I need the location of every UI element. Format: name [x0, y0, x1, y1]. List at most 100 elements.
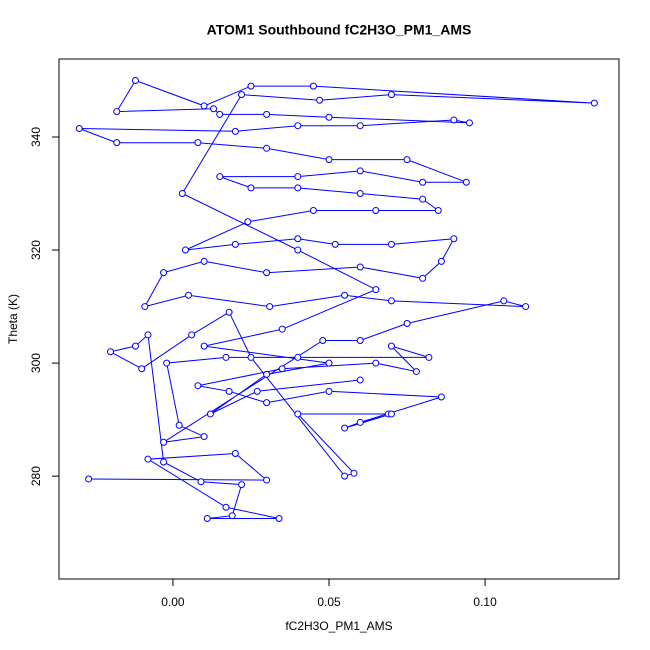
data-point	[231, 240, 239, 248]
data-point	[316, 96, 324, 104]
data-point	[412, 368, 420, 376]
data-point	[247, 184, 255, 192]
data-point	[206, 410, 214, 418]
data-point	[238, 481, 246, 489]
data-point	[331, 240, 339, 248]
data-point	[356, 336, 364, 344]
data-point	[200, 433, 208, 441]
data-point	[419, 178, 427, 186]
data-point	[350, 469, 358, 477]
data-point	[263, 476, 271, 484]
data-point	[278, 365, 286, 373]
data-point	[185, 291, 193, 299]
data-point	[197, 478, 205, 486]
data-point	[387, 240, 395, 248]
data-point	[113, 139, 121, 147]
data-point	[356, 263, 364, 271]
data-point	[225, 387, 233, 395]
plot-frame	[58, 58, 620, 580]
data-point	[144, 455, 152, 463]
data-point	[238, 91, 246, 99]
data-point	[419, 195, 427, 203]
data-point	[163, 359, 171, 367]
data-point	[372, 206, 380, 214]
data-point	[325, 113, 333, 121]
data-point	[266, 303, 274, 311]
data-point	[244, 218, 252, 226]
data-point	[450, 116, 458, 124]
data-point	[263, 370, 271, 378]
data-point	[263, 269, 271, 277]
data-point	[294, 246, 302, 254]
data-point	[216, 173, 224, 181]
data-point	[228, 512, 236, 520]
data-point	[294, 410, 302, 418]
y-tick-label: 300	[29, 353, 43, 373]
x-tick-label: 0.00	[161, 595, 185, 609]
data-point	[437, 393, 445, 401]
data-point	[107, 348, 115, 356]
data-point	[160, 269, 168, 277]
data-point	[200, 257, 208, 265]
data-point	[194, 382, 202, 390]
data-point	[160, 458, 168, 466]
data-point	[325, 156, 333, 164]
data-point	[425, 353, 433, 361]
data-point	[263, 144, 271, 152]
data-point	[387, 91, 395, 99]
data-point	[465, 119, 473, 127]
data-point	[294, 235, 302, 243]
data-point	[138, 365, 146, 373]
data-point	[160, 438, 168, 446]
data-point	[222, 503, 230, 511]
data-point	[325, 387, 333, 395]
data-point	[144, 331, 152, 339]
data-point	[590, 99, 598, 107]
data-point	[131, 342, 139, 350]
data-point	[309, 206, 317, 214]
data-point	[450, 235, 458, 243]
data-point	[341, 291, 349, 299]
data-point	[216, 110, 224, 118]
data-point	[247, 353, 255, 361]
y-tick-label: 340	[29, 127, 43, 147]
data-point	[278, 325, 286, 333]
x-axis-label: fC2H3O_PM1_AMS	[285, 619, 392, 633]
data-point	[294, 122, 302, 130]
data-point	[85, 475, 93, 483]
data-point	[225, 308, 233, 316]
data-point	[403, 320, 411, 328]
data-point	[294, 173, 302, 181]
x-tick-label: 0.10	[473, 595, 497, 609]
chart-title: ATOM1 Southbound fC2H3O_PM1_AMS	[207, 22, 472, 38]
data-point	[203, 515, 211, 523]
data-point	[275, 515, 283, 523]
data-point	[387, 297, 395, 305]
y-axis-label: Theta (K)	[6, 294, 20, 344]
y-tick-label: 320	[29, 240, 43, 260]
data-point	[263, 399, 271, 407]
data-point	[309, 82, 317, 90]
data-point	[325, 359, 333, 367]
data-point	[178, 190, 186, 198]
data-point	[387, 342, 395, 350]
data-point	[200, 342, 208, 350]
data-point	[113, 108, 121, 116]
data-point	[210, 105, 218, 113]
data-point	[319, 336, 327, 344]
data-point	[188, 331, 196, 339]
data-point	[175, 421, 183, 429]
data-point	[131, 76, 139, 84]
data-point	[434, 206, 442, 214]
data-point	[231, 127, 239, 135]
data-point	[263, 110, 271, 118]
data-point	[181, 246, 189, 254]
data-point	[387, 410, 395, 418]
x-tick-label: 0.05	[317, 595, 341, 609]
data-point	[222, 353, 230, 361]
data-point	[294, 353, 302, 361]
data-point	[372, 359, 380, 367]
data-point	[356, 122, 364, 130]
